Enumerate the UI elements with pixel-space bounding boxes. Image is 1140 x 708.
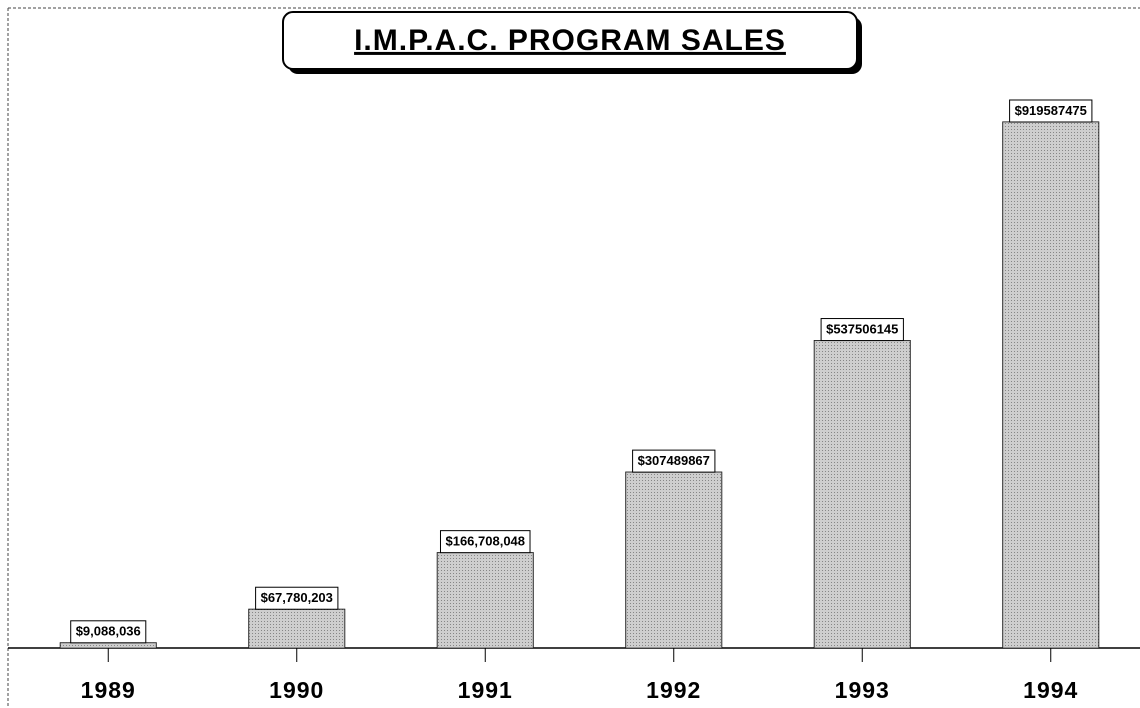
value-label: $9,088,036 (76, 624, 141, 639)
bar-texture (60, 642, 157, 648)
x-tick-label: 1993 (835, 677, 890, 703)
bar-texture (1002, 121, 1099, 648)
value-label-box (820, 318, 904, 342)
value-label: $307489867 (638, 453, 710, 468)
bar-texture (248, 609, 345, 648)
value-label-box (255, 586, 339, 610)
bar-texture (814, 340, 911, 648)
bar-texture (625, 472, 722, 648)
title-box (282, 11, 858, 70)
value-label-box (70, 620, 147, 644)
value-label: $166,708,048 (445, 534, 525, 549)
x-tick-label: 1994 (1023, 677, 1078, 703)
x-tick-label: 1992 (646, 677, 701, 703)
value-label: $67,780,203 (261, 590, 333, 605)
x-tick-label: 1990 (269, 677, 324, 703)
value-label-box (1009, 99, 1093, 123)
x-tick-label: 1991 (458, 677, 513, 703)
chart-title: I.M.P.A.C. PROGRAM SALES (354, 24, 786, 57)
bar-texture (437, 552, 534, 648)
value-label-box (632, 449, 716, 473)
x-tick-label: 1989 (81, 677, 136, 703)
value-label: $537506145 (826, 321, 898, 336)
value-label-box (439, 530, 531, 554)
value-label: $919587475 (1015, 103, 1087, 118)
